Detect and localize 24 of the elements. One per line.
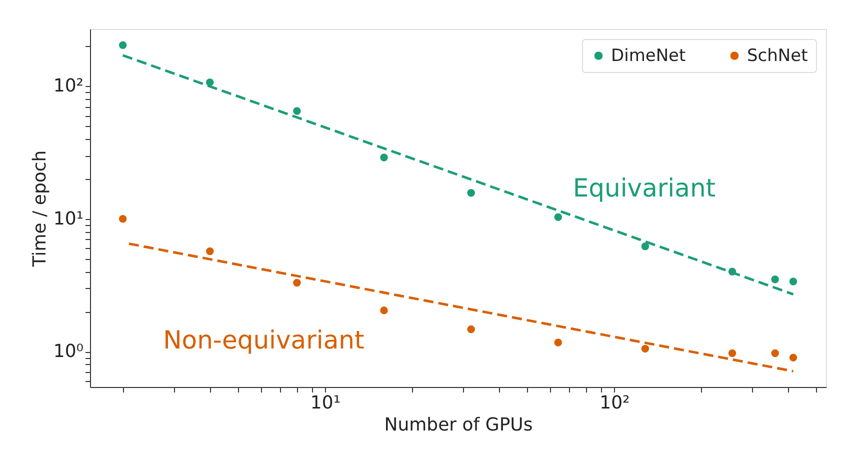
point xyxy=(118,41,127,50)
point xyxy=(554,213,562,222)
point xyxy=(641,344,650,353)
point xyxy=(206,78,214,86)
point xyxy=(293,278,301,287)
point xyxy=(467,189,475,197)
point xyxy=(380,154,388,162)
legend-label: DimeNet xyxy=(611,46,686,66)
annotation: Equivariant xyxy=(572,173,716,202)
point xyxy=(293,107,301,115)
point xyxy=(554,338,562,346)
point xyxy=(380,306,388,314)
point xyxy=(641,242,650,250)
legend-label: SchNet xyxy=(747,46,808,66)
y-tick-label: 10¹ xyxy=(53,208,84,230)
point xyxy=(467,325,475,334)
y-tick-label: 10⁰ xyxy=(53,341,84,362)
point xyxy=(206,247,214,256)
y-axis-title: Time / epoch xyxy=(29,150,50,268)
annotation: Non-equivariant xyxy=(163,325,364,354)
x-axis-title: Number of GPUs xyxy=(384,414,533,436)
point xyxy=(728,349,736,358)
point xyxy=(118,214,127,223)
y-tick-label: 10² xyxy=(53,76,84,97)
